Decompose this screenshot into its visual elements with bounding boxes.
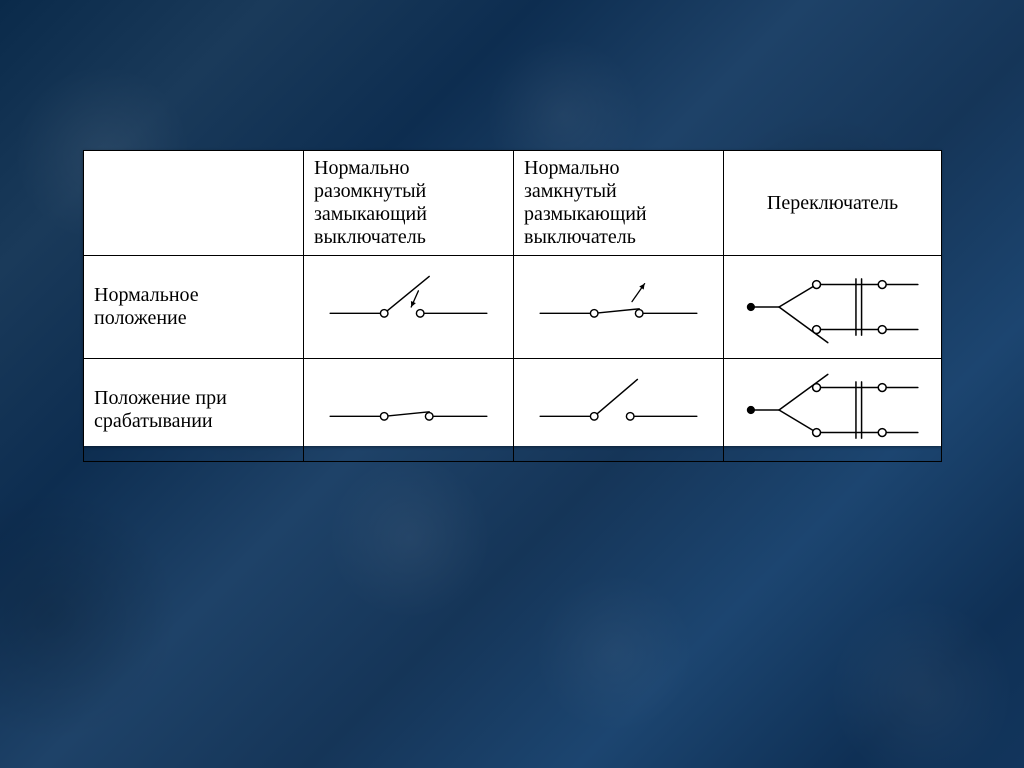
diagram-normally-open-actuated bbox=[314, 365, 503, 455]
row-label-normal: Нормальное положение bbox=[84, 256, 304, 359]
table-row-actuated: Положение при срабатывании bbox=[84, 359, 942, 462]
diagram-normally-open-normal bbox=[314, 262, 503, 352]
diagram-changeover-actuated bbox=[734, 365, 931, 455]
cell-nc-normal bbox=[514, 256, 724, 359]
switch-comparison-table: Нормально разомкнутый замыкающий выключа… bbox=[83, 150, 942, 462]
table-row-normal: Нормальное положение bbox=[84, 256, 942, 359]
diagram-normally-closed-normal bbox=[524, 262, 713, 352]
diagram-normally-closed-actuated bbox=[524, 365, 713, 455]
table-panel: Нормально разомкнутый замыкающий выключа… bbox=[83, 150, 941, 446]
cell-no-actuated bbox=[304, 359, 514, 462]
table-header-row: Нормально разомкнутый замыкающий выключа… bbox=[84, 151, 942, 256]
cell-co-actuated bbox=[724, 359, 942, 462]
row-label-actuated: Положение при срабатывании bbox=[84, 359, 304, 462]
header-blank bbox=[84, 151, 304, 256]
header-normally-closed: Нормально замкнутый размыкающий выключат… bbox=[514, 151, 724, 256]
cell-no-normal bbox=[304, 256, 514, 359]
diagram-changeover-normal bbox=[734, 262, 931, 352]
header-changeover: Переключатель bbox=[724, 151, 942, 256]
header-normally-open: Нормально разомкнутый замыкающий выключа… bbox=[304, 151, 514, 256]
cell-co-normal bbox=[724, 256, 942, 359]
cell-nc-actuated bbox=[514, 359, 724, 462]
